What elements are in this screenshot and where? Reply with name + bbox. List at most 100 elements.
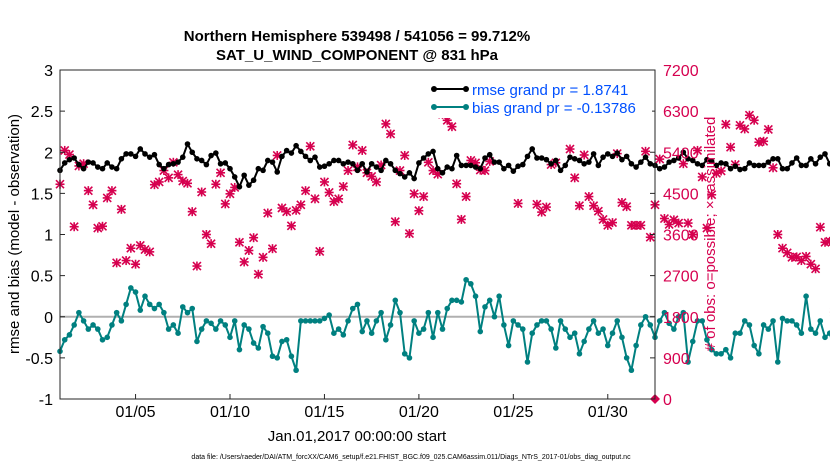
rmse-point	[425, 151, 432, 157]
rmse-point	[71, 155, 77, 161]
rmse-point	[373, 164, 380, 170]
rmse-point	[316, 164, 323, 170]
rmse-point	[194, 156, 200, 162]
rmse-point	[519, 161, 526, 168]
legend-rmse-marker-left	[431, 86, 437, 92]
bias-point	[699, 318, 706, 324]
obs-assimilated-marker	[182, 178, 193, 188]
bias-point	[661, 309, 668, 316]
axes: -1 -0.5 0 0.5 1 1.5 2 2.5 3 0 900 1800 2700 3600 4500 5…	[25, 63, 698, 421]
y-tick-label-right: 900	[663, 351, 690, 368]
bias-point	[458, 299, 465, 305]
obs-assimilated-marker	[324, 187, 334, 198]
bias-point	[595, 330, 602, 337]
x-tick-label: 01/10	[210, 404, 250, 421]
rmse-series-line	[59, 143, 830, 188]
rmse-point	[246, 182, 252, 188]
bias-point	[94, 326, 101, 332]
legend-bias-marker-right	[463, 104, 469, 110]
obs-assimilated-marker	[409, 189, 419, 199]
bias-point	[246, 326, 252, 332]
bias-point	[198, 326, 205, 332]
obs-assimilated-marker	[371, 177, 381, 187]
bias-point	[434, 309, 441, 316]
bias-point	[312, 318, 318, 324]
obs-assimilated-marker	[102, 193, 112, 203]
bias-point	[633, 342, 639, 349]
bias-point	[213, 326, 219, 332]
obs-assimilated-marker	[390, 217, 400, 227]
obs-assimilated-marker	[121, 255, 131, 266]
bias-point	[760, 322, 767, 328]
bias-point	[161, 309, 167, 316]
bias-point	[623, 355, 630, 361]
y-tick-label-right: 7200	[663, 63, 699, 80]
rmse-point	[798, 162, 805, 169]
bias-point	[269, 353, 276, 360]
bias-point	[316, 318, 323, 324]
rmse-point	[529, 146, 536, 152]
rmse-point	[784, 165, 791, 172]
bias-point	[298, 318, 304, 324]
bias-point	[387, 322, 394, 328]
rmse-point	[817, 154, 824, 160]
y-tick-label-right: 6300	[663, 104, 699, 121]
rmse-point	[468, 162, 474, 169]
obs-assimilated-marker	[593, 206, 603, 216]
obs-assimilated-marker	[154, 177, 164, 187]
obs-assimilated-marker	[740, 124, 750, 134]
plot-area	[55, 76, 830, 404]
bias-point	[826, 330, 830, 336]
rmse-point	[151, 151, 158, 158]
rmse-point	[203, 161, 210, 168]
rmse-point	[774, 156, 781, 162]
rmse-point	[66, 156, 73, 163]
rmse-point	[567, 154, 573, 160]
rmse-point	[708, 158, 715, 165]
bias-point	[822, 334, 828, 341]
rmse-point	[156, 161, 162, 168]
bias-point	[231, 318, 238, 324]
obs-assimilated-marker	[69, 222, 79, 232]
y-tick-label-left: 2	[44, 145, 53, 162]
rmse-point	[118, 156, 125, 162]
bias-point	[505, 342, 512, 349]
bias-point	[571, 330, 578, 337]
obs-assimilated-marker	[130, 259, 141, 269]
obs-assimilated-marker	[282, 207, 292, 217]
rmse-point	[142, 151, 148, 157]
bias-point	[808, 326, 814, 332]
bias-point	[472, 293, 479, 299]
bias-point	[416, 330, 422, 337]
bias-point	[132, 289, 139, 295]
obs-assimilated-marker	[513, 198, 523, 208]
y-tick-label-right: 2700	[663, 269, 699, 286]
rmse-point	[222, 160, 229, 166]
bias-point	[708, 346, 715, 353]
rmse-point	[704, 156, 710, 163]
bias-point	[170, 322, 177, 328]
rmse-point	[557, 167, 564, 174]
rmse-point	[378, 167, 384, 174]
rmse-point	[175, 159, 181, 165]
obs-assimilated-marker	[697, 172, 707, 182]
rmse-point	[472, 164, 479, 170]
bias-point	[401, 350, 408, 357]
rmse-point	[349, 160, 356, 167]
rmse-point	[170, 160, 177, 167]
bias-point	[619, 334, 625, 341]
rmse-point	[137, 146, 144, 152]
bias-point	[694, 318, 701, 324]
rmse-point	[562, 162, 569, 169]
y-tick-label-right: 3600	[663, 228, 699, 245]
bias-point	[713, 350, 720, 357]
rmse-point	[383, 157, 389, 164]
rmse-point	[449, 165, 455, 172]
bias-point	[274, 355, 281, 361]
bias-point	[737, 330, 743, 337]
y-tick-label-left: -0.5	[25, 351, 53, 368]
rmse-point	[515, 163, 521, 170]
y-tick-label-left: 2.5	[31, 104, 53, 121]
rmse-point	[576, 157, 583, 164]
